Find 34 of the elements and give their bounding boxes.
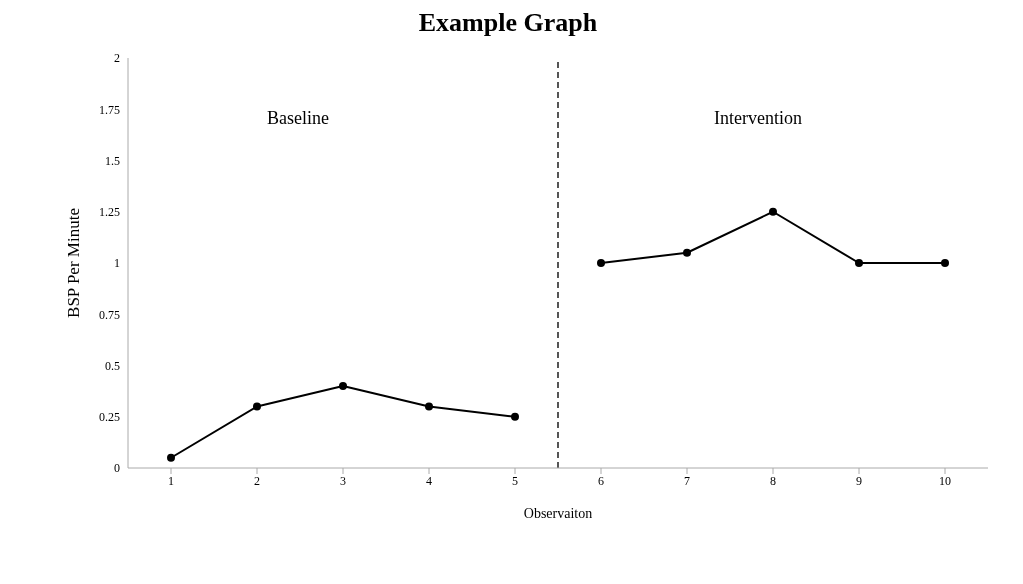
x-tick-label: 1 [168,473,174,488]
x-axis-title: Observaiton [523,506,593,521]
x-tick-label: 5 [512,473,518,488]
point [511,412,519,421]
point [769,207,777,216]
x-tick-label: 3 [340,473,346,488]
chart-title: Example Graph [417,8,599,39]
y-tick-label: 0.5 [105,358,120,373]
point [167,453,175,462]
point [855,259,863,267]
x-tick-label: 4 [426,473,432,488]
point [339,382,347,390]
point [425,402,433,411]
y-tick-label: 1.25 [99,205,120,220]
point [253,402,261,411]
y-tick-label: 1.75 [99,102,120,117]
point [941,259,949,267]
y-tick-label: 0 [114,461,120,476]
y-tick-label: 0.25 [99,410,120,425]
y-tick-label: 0.75 [99,307,120,322]
point [683,248,691,257]
point [597,259,605,267]
annotation: Baseline [266,108,330,129]
x-tick-label: 2 [254,473,260,488]
x-tick-label: 9 [856,473,862,488]
x-tick-label: 8 [770,473,776,488]
x-tick-label: 7 [684,473,690,488]
annotation: Intervention [713,108,803,129]
y-axis-title: BSP Per Minute [64,208,84,318]
y-tick-label: 1.5 [105,153,120,168]
x-tick-label: 6 [598,473,604,488]
y-tick-label: 1 [114,256,120,271]
x-tick-label: 10 [939,473,951,488]
y-tick-label: 2 [114,51,120,66]
